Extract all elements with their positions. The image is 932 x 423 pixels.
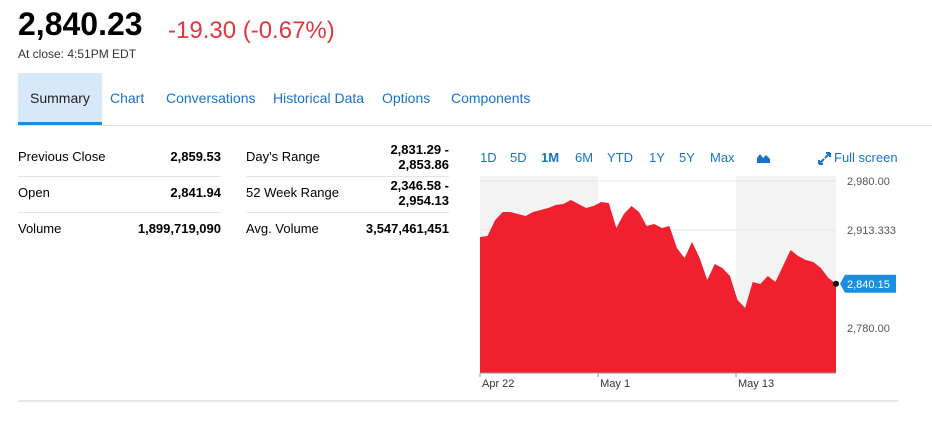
stat-value: 2,841.94 [170, 185, 221, 200]
tab[interactable]: Historical Data [273, 90, 365, 106]
price-change: -19.30 (-0.67%) [168, 17, 335, 44]
range-button[interactable]: 5D [510, 150, 527, 165]
y-tick-label: 2,913.333 [847, 225, 896, 237]
stat-value: 1,899,719,090 [137, 221, 221, 236]
stat-value: 2,859.53 [170, 149, 221, 164]
stat-label: Avg. Volume [246, 221, 319, 236]
row-separator [246, 176, 449, 177]
stat-label: Day's Range [246, 149, 321, 164]
tab[interactable]: Conversations [166, 90, 256, 106]
range-button[interactable]: 1M [541, 150, 560, 165]
range-button[interactable]: 6M [575, 150, 594, 165]
range-button[interactable]: 1D [480, 150, 497, 165]
tab[interactable]: Options [382, 90, 431, 106]
x-tick-label: Apr 22 [482, 378, 514, 390]
range-button[interactable]: 5Y [679, 150, 695, 165]
row-separator [18, 212, 221, 213]
chart-type-icon[interactable] [757, 152, 771, 164]
price-area [480, 199, 836, 373]
stat-value: 2,831.29 - 2,853.86 [390, 142, 449, 172]
stat-value: 3,547,461,451 [365, 221, 449, 236]
range-button[interactable]: YTD [607, 150, 633, 165]
stat-label: Volume [18, 221, 62, 236]
close-time: At close: 4:51PM EDT [18, 47, 137, 61]
y-tick-label: 2,980.00 [847, 176, 890, 188]
range-button[interactable]: 1Y [649, 150, 665, 165]
stat-value: 2,346.58 - 2,954.13 [390, 178, 449, 208]
stat-label: Open [18, 185, 50, 200]
tab[interactable]: Components [451, 90, 531, 106]
last-label: 2,840.15 [847, 279, 890, 291]
tab-bar: Summary Chart Conversations Historical Data… [18, 73, 932, 126]
stat-label: 52 Week Range [246, 185, 339, 200]
price: 2,840.23 [18, 6, 143, 42]
row-separator [18, 176, 221, 177]
range-button[interactable]: Max [710, 150, 735, 165]
last-point [833, 280, 839, 287]
chart: 2,780.00 2,913.333 2,980.00 Apr 22 May 1 May … [479, 176, 896, 390]
full-screen[interactable]: Full screen [834, 150, 898, 165]
tab[interactable]: Chart [110, 90, 145, 106]
stat-label: Previous Close [18, 149, 106, 164]
divider [18, 400, 898, 402]
x-tick-label: May 1 [600, 378, 630, 390]
x-tick-label: May 13 [738, 378, 774, 390]
last-label-box [840, 274, 896, 293]
row-separator [246, 212, 449, 213]
y-tick-label: 2,780.00 [847, 323, 890, 335]
full-screen-icon[interactable] [818, 152, 831, 165]
tab[interactable]: Summary [18, 73, 102, 125]
